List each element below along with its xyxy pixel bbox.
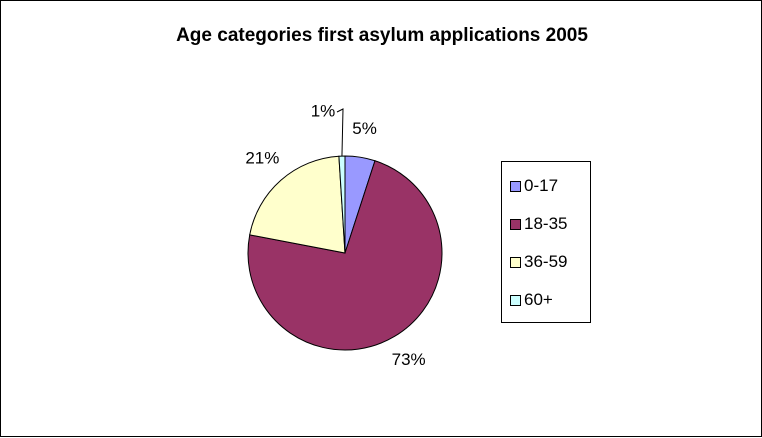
legend-swatch	[510, 180, 521, 192]
legend: 0-17 18-35 36-59 60+	[501, 161, 591, 323]
legend-item: 36-59	[510, 252, 567, 272]
legend-swatch	[510, 256, 521, 268]
legend-label: 0-17	[524, 176, 559, 195]
legend-label: 18-35	[524, 214, 568, 233]
leader-line	[336, 108, 344, 157]
legend-label: 36-59	[524, 252, 568, 271]
pie-slice-18-35	[247, 160, 443, 351]
legend-item: 60+	[510, 290, 553, 310]
legend-swatch	[510, 294, 521, 306]
legend-label: 60+	[524, 290, 553, 309]
legend-item: 18-35	[510, 214, 567, 234]
chart-title: Age categories first asylum applications…	[176, 25, 588, 46]
data-label: 1%	[311, 101, 336, 120]
legend-swatch	[510, 218, 521, 230]
data-label: 5%	[352, 119, 377, 138]
legend-item: 0-17	[510, 176, 558, 196]
pie-slice-36-59	[249, 155, 346, 254]
data-label: 21%	[245, 149, 279, 168]
data-label: 73%	[392, 350, 426, 369]
